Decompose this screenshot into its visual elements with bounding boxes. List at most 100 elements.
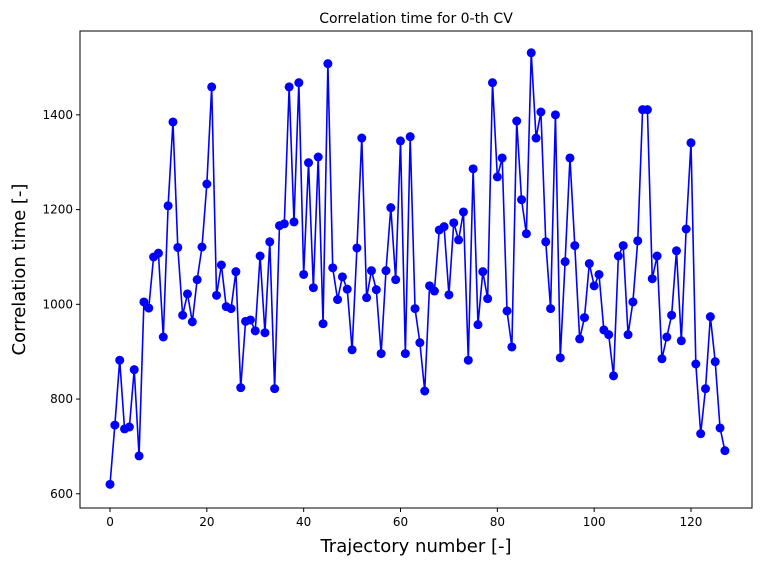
chart-title: Correlation time for 0-th CV	[319, 11, 513, 27]
data-point	[671, 246, 681, 256]
data-point	[168, 117, 178, 127]
data-point	[144, 303, 154, 313]
series-line	[109, 52, 726, 485]
data-point	[371, 285, 381, 295]
x-tick-label: 20	[199, 515, 214, 529]
data-point	[604, 330, 614, 340]
data-point	[575, 334, 585, 344]
data-point	[328, 263, 338, 273]
data-point	[245, 315, 255, 325]
data-point	[521, 229, 531, 239]
data-point	[720, 446, 730, 456]
data-point	[396, 136, 406, 146]
data-point	[313, 152, 323, 162]
y-tick-label: 1400	[42, 108, 73, 122]
data-point	[497, 153, 507, 163]
data-point	[715, 423, 725, 433]
data-point	[304, 158, 314, 168]
data-point	[289, 217, 299, 227]
data-point	[134, 451, 144, 461]
data-point	[613, 251, 623, 261]
x-tick-label: 40	[296, 515, 311, 529]
data-point	[202, 179, 212, 189]
data-point	[647, 274, 657, 284]
data-point	[701, 384, 711, 394]
data-point	[352, 243, 362, 253]
data-point	[710, 357, 720, 367]
data-point	[449, 218, 459, 228]
data-point	[105, 479, 115, 489]
axes-frame	[79, 30, 753, 509]
data-point	[609, 371, 619, 381]
y-tick-label: 1000	[42, 297, 73, 311]
data-point	[681, 224, 691, 234]
data-point	[110, 420, 120, 430]
data-point	[386, 203, 396, 213]
data-point	[454, 235, 464, 245]
data-point	[323, 59, 333, 69]
data-point	[444, 290, 454, 300]
data-point	[705, 312, 715, 322]
data-point	[270, 384, 280, 394]
y-tick-label: 800	[50, 392, 73, 406]
data-point	[478, 267, 488, 277]
data-point	[439, 222, 449, 232]
data-point	[129, 365, 139, 375]
data-point	[667, 310, 677, 320]
data-point	[284, 82, 294, 92]
data-point	[517, 195, 527, 205]
data-point	[546, 304, 556, 314]
x-tick-label: 80	[490, 515, 505, 529]
data-point	[589, 281, 599, 291]
x-tick-label: 100	[583, 515, 606, 529]
data-point	[255, 251, 265, 261]
data-point	[512, 116, 522, 126]
data-point	[618, 241, 628, 251]
x-tick-label: 120	[680, 515, 703, 529]
data-point	[391, 275, 401, 285]
data-point	[366, 266, 376, 276]
data-point	[231, 267, 241, 277]
data-point	[337, 272, 347, 282]
data-point	[342, 284, 352, 294]
data-point	[691, 359, 701, 369]
data-point	[410, 304, 420, 314]
data-point	[555, 353, 565, 363]
data-point	[279, 219, 289, 229]
data-point	[579, 313, 589, 323]
data-point	[357, 133, 367, 143]
data-point	[347, 345, 357, 355]
data-point	[483, 294, 493, 304]
data-point	[212, 290, 222, 300]
data-point	[236, 383, 246, 393]
data-point	[299, 269, 309, 279]
data-point	[163, 201, 173, 211]
data-point	[594, 269, 604, 279]
data-point	[124, 422, 134, 432]
data-point	[473, 320, 483, 330]
data-point	[178, 310, 188, 320]
data-point	[487, 78, 497, 88]
y-tick-label: 600	[50, 487, 73, 501]
data-point	[207, 82, 217, 92]
data-point	[536, 107, 546, 117]
data-point	[696, 429, 706, 439]
data-point	[565, 153, 575, 163]
data-point	[376, 349, 386, 359]
data-point	[381, 266, 391, 276]
data-point	[584, 259, 594, 269]
data-point	[260, 328, 270, 338]
data-point	[550, 110, 560, 120]
data-point	[492, 172, 502, 182]
data-point	[294, 78, 304, 88]
data-point	[652, 251, 662, 261]
data-point	[405, 132, 415, 142]
data-point	[216, 260, 226, 270]
data-point	[226, 304, 236, 314]
data-point	[468, 164, 478, 174]
data-point	[541, 237, 551, 247]
x-axis-label: Trajectory number [-]	[319, 536, 511, 557]
data-point	[623, 330, 633, 340]
x-tick-label: 60	[393, 515, 408, 529]
